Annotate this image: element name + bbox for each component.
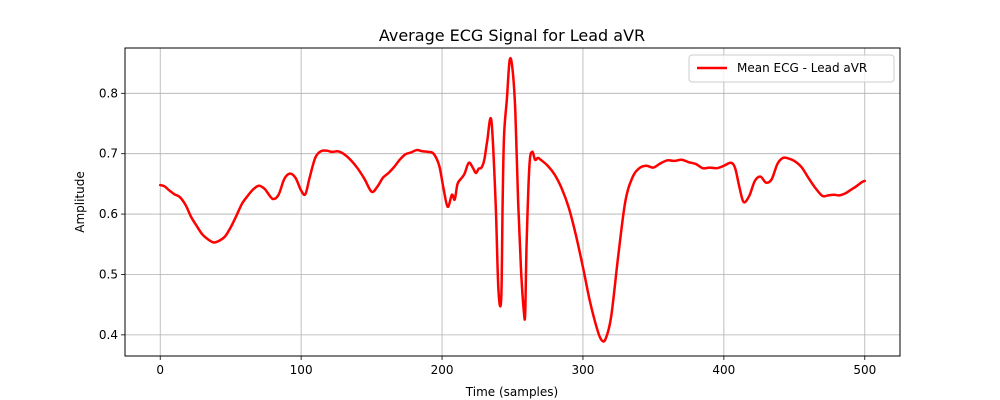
y-tick-label: 0.5 <box>99 267 118 281</box>
x-tick-label: 300 <box>572 363 595 377</box>
y-tick-label: 0.7 <box>99 147 118 161</box>
y-tick-label: 0.4 <box>99 328 118 342</box>
x-tick-label: 400 <box>712 363 735 377</box>
legend-box <box>688 54 895 83</box>
y-tick-label: 0.8 <box>99 86 118 100</box>
axis-ticks: 0 100 200 300 400 500 0.4 0.5 0.6 0.7 0.8 <box>99 86 876 377</box>
x-tick-label: 0 <box>156 363 164 377</box>
x-tick-label: 200 <box>431 363 454 377</box>
plot-area <box>158 56 867 343</box>
legend-label: Mean ECG - Lead aVR <box>737 61 867 75</box>
chart-title: Average ECG Signal for Lead aVR <box>379 26 645 45</box>
y-tick-label: 0.6 <box>99 207 118 221</box>
x-tick-label: 100 <box>290 363 313 377</box>
plot-frame <box>124 47 901 357</box>
legend: Mean ECG - Lead aVR <box>688 54 895 83</box>
x-tick-label: 500 <box>853 363 876 377</box>
y-axis-label: Amplitude <box>73 171 87 233</box>
x-axis-label: Time (samples) <box>465 385 558 399</box>
grid <box>125 48 900 356</box>
series-line-mean-ecg <box>158 56 867 343</box>
